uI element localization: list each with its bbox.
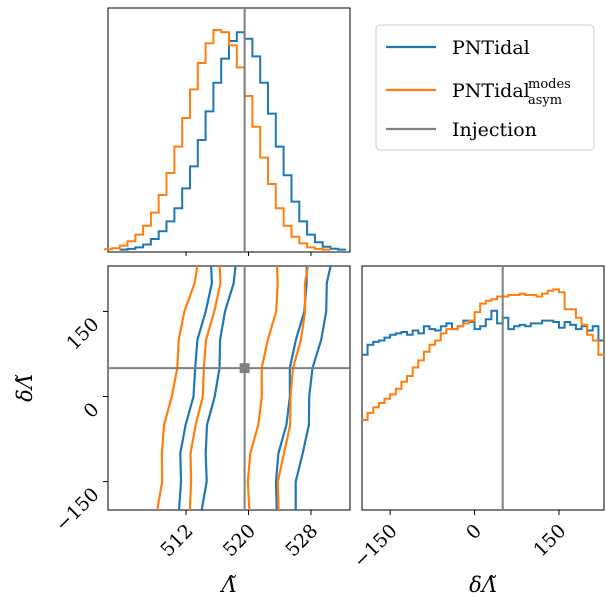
marginal-delta-panel — [362, 266, 604, 510]
histogram-lambda-series-0 — [119, 31, 347, 251]
joint-ytick-label-2: −150 — [51, 484, 103, 536]
legend-label-pntidal-modes-sub: asym — [528, 93, 562, 108]
contour-series-0-level-1 — [177, 266, 214, 510]
right-xtick-label-2: 150 — [529, 520, 570, 561]
panel-frame-joint — [107, 265, 351, 511]
joint-contours — [156, 266, 332, 510]
histogram-delta-series-0 — [362, 309, 604, 356]
legend-label-pntidal-modes-sup: modes — [528, 77, 571, 92]
contour-series-1-level-2 — [246, 266, 279, 510]
joint-ytick-label-0: 150 — [62, 313, 103, 354]
joint-panel — [108, 266, 350, 510]
panel-frame-marginal-lambda — [107, 7, 351, 253]
joint-xtick-label-2: 528 — [281, 520, 322, 561]
joint-xtick-label-0: 512 — [156, 520, 197, 561]
right-xtick-label-0: −150 — [349, 520, 401, 572]
legend-label-injection: Injection — [452, 119, 537, 141]
marginal-lambda-panel — [104, 8, 347, 256]
legend-label-pntidal: PNTidal — [452, 37, 530, 59]
joint-xtick-label-1: 520 — [219, 520, 260, 561]
legend-frame — [375, 24, 595, 151]
legend-label-pntidal-modes: PNTidal — [452, 80, 530, 102]
contour-series-1-level-3 — [276, 266, 310, 510]
contour-series-0-level-3 — [294, 266, 332, 510]
joint-ytick-label-1: 0 — [79, 398, 103, 422]
contour-series-0-level-0 — [200, 266, 237, 510]
y-axis-label-delta: δΛ̃ — [13, 374, 37, 402]
tick-labels: 512 520 528 150 0 −150 −150 0 150 — [51, 310, 571, 572]
injection-marker — [239, 363, 250, 374]
x-axis-label-delta: δΛ̃ — [469, 573, 497, 597]
panel-frame-marginal-delta — [361, 265, 605, 511]
histogram-delta-series-1 — [362, 288, 604, 421]
legend: PNTidal PNTidal modes asym Injection — [375, 24, 595, 151]
contour-series-1-level-0 — [156, 266, 199, 510]
contour-series-1-level-1 — [188, 266, 222, 510]
x-axis-label-lambda: Λ̃ — [219, 573, 236, 597]
histogram-lambda-series-1 — [104, 29, 331, 251]
right-xtick-label-1: 0 — [462, 520, 486, 544]
